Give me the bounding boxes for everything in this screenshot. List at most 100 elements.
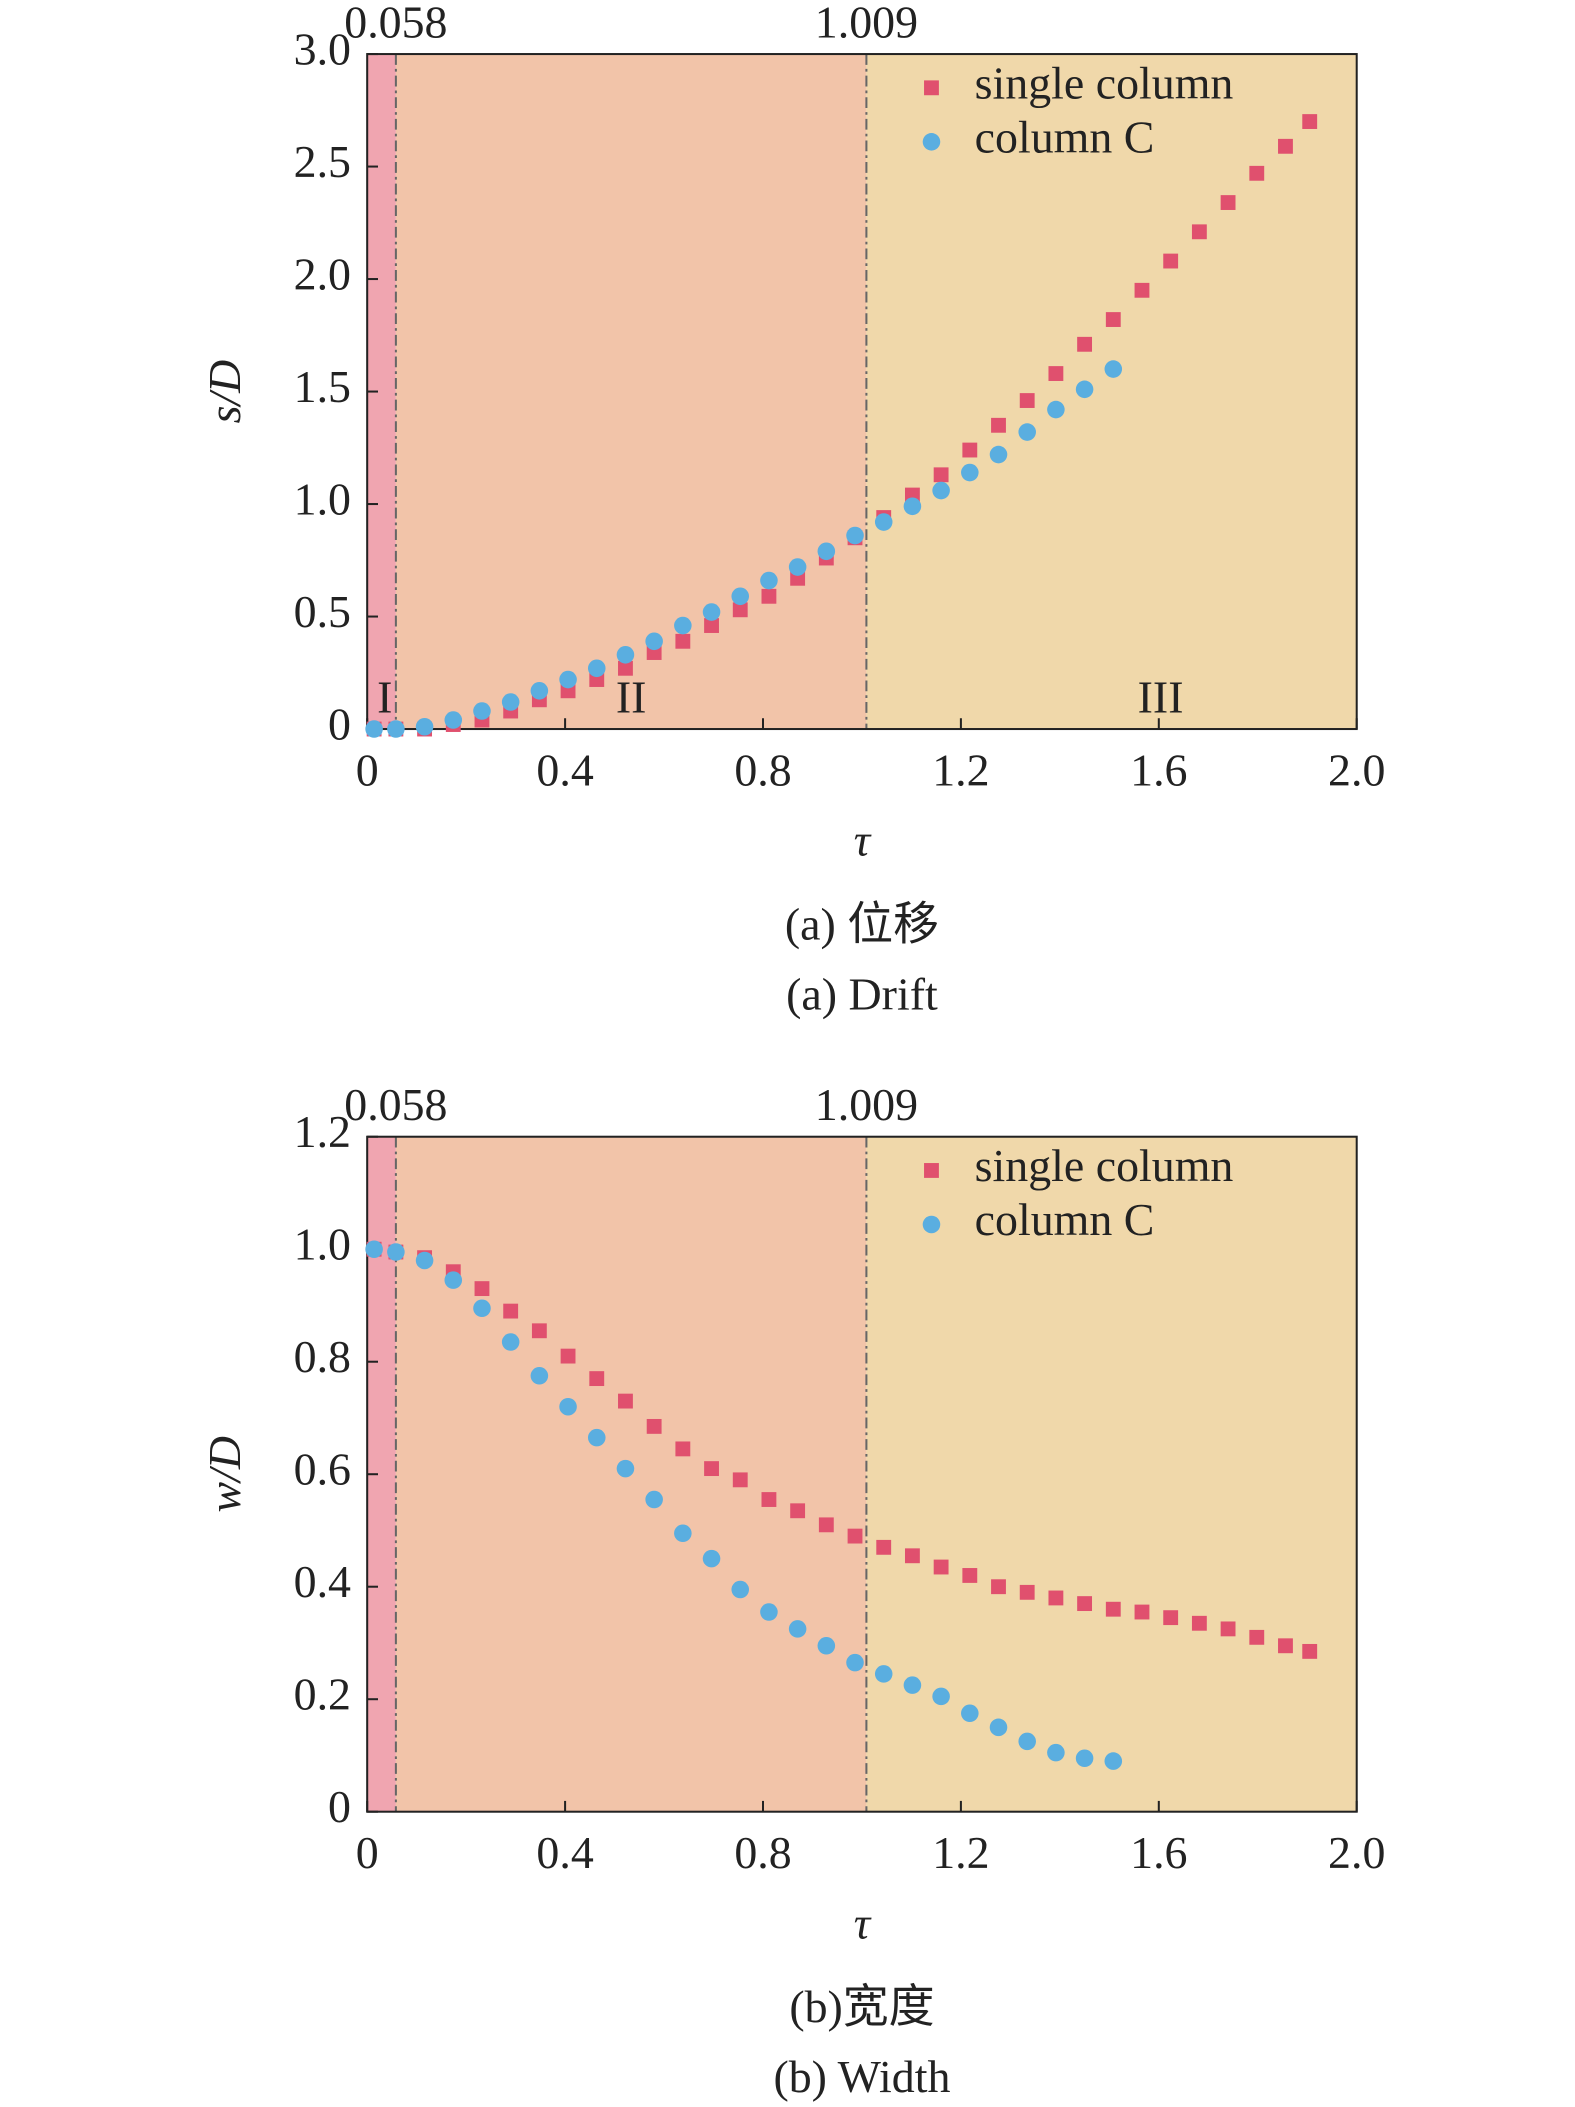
point: [1163, 1610, 1179, 1626]
point: [503, 1303, 519, 1319]
x-tick-label: 0: [356, 744, 379, 795]
point: [1220, 195, 1236, 210]
x-axis-label: τ: [854, 815, 872, 866]
y-tick-label: 0.4: [294, 1556, 351, 1607]
point: [761, 1492, 777, 1507]
point: [1302, 1643, 1318, 1659]
point: [559, 670, 577, 689]
point: [1048, 1590, 1064, 1606]
point: [874, 513, 893, 531]
point: [790, 1503, 806, 1519]
point: [732, 602, 748, 618]
point: [560, 1348, 576, 1364]
point: [1278, 138, 1293, 154]
point: [1163, 253, 1179, 269]
y-tick-label: 0: [328, 1781, 351, 1832]
x-tick-label: 0.8: [734, 1827, 791, 1878]
point: [1104, 360, 1123, 378]
point: [1191, 1615, 1207, 1631]
y-tick-label: 0.2: [294, 1669, 351, 1720]
point: [674, 1524, 692, 1543]
y-tick-label: 0: [328, 699, 351, 750]
caption: (b)宽度: [789, 1981, 934, 2032]
point: [587, 659, 606, 678]
point: [1047, 1743, 1065, 1762]
annotation: 0.058: [344, 0, 447, 48]
region: [866, 54, 1357, 730]
legend-label: single column: [975, 1140, 1234, 1191]
annotation: 1.009: [815, 1079, 918, 1130]
x-tick-label: 2.0: [1328, 744, 1385, 795]
point: [387, 1243, 405, 1261]
point: [365, 1240, 383, 1258]
y-axis-label: s/D: [199, 360, 250, 424]
point: [645, 1490, 663, 1509]
point: [387, 720, 405, 738]
point: [874, 1665, 893, 1683]
point: [616, 1459, 635, 1478]
point: [675, 1441, 691, 1457]
point: [1134, 282, 1150, 298]
x-tick-label: 0: [356, 1827, 379, 1878]
x-tick-label: 0.4: [536, 744, 593, 795]
caption: (a) 位移: [785, 898, 939, 949]
point: [1018, 1732, 1036, 1751]
point: [1220, 1621, 1236, 1637]
point: [731, 587, 750, 606]
point: [932, 481, 950, 500]
point: [704, 1461, 719, 1477]
point: [704, 618, 719, 633]
point: [991, 417, 1006, 433]
y-tick-label: 1.0: [294, 474, 351, 525]
point: [817, 1636, 836, 1655]
y-tick-label: 1.2: [294, 1106, 351, 1157]
point: [646, 1418, 662, 1434]
point: [788, 1620, 807, 1638]
point: [989, 1718, 1008, 1737]
annotation: 0.058: [344, 1079, 447, 1130]
x-tick-label: 1.6: [1130, 1827, 1187, 1878]
point: [618, 1393, 633, 1409]
point: [961, 1704, 979, 1723]
point: [1019, 393, 1035, 408]
point: [1019, 1584, 1035, 1600]
point: [962, 1568, 978, 1583]
point: [1278, 1638, 1293, 1654]
legend-label: column C: [975, 1194, 1155, 1245]
point: [1047, 400, 1065, 419]
y-tick-label: 0.8: [294, 1331, 351, 1382]
point: [1249, 165, 1265, 181]
x-tick-label: 1.6: [1130, 744, 1187, 795]
point: [444, 711, 463, 729]
point: [876, 1539, 892, 1555]
point: [415, 718, 434, 736]
point: [962, 442, 978, 458]
point: [702, 1549, 721, 1568]
point: [1077, 1596, 1093, 1612]
legend-label: single column: [975, 57, 1234, 108]
legend-label: column C: [975, 111, 1155, 162]
annotation: 1.009: [815, 0, 918, 48]
point: [1105, 1601, 1121, 1617]
point: [559, 1397, 577, 1416]
point: [501, 693, 520, 711]
point: [1075, 380, 1094, 399]
point: [530, 682, 549, 700]
y-tick-label: 0.6: [294, 1444, 351, 1495]
point: [846, 526, 864, 545]
point: [365, 720, 383, 738]
x-tick-label: 0.4: [536, 1827, 593, 1878]
chart: 0.058 1.009 0 0.4 0.8 1.2 1.6 2.0 0 0.2 0.4 0.6 0.8 1…: [199, 1079, 1385, 2102]
point: [1048, 366, 1064, 381]
y-tick-label: 1.5: [294, 361, 351, 412]
point: [904, 1548, 920, 1564]
point: [1134, 1604, 1150, 1620]
point: [732, 1472, 748, 1488]
point: [761, 588, 777, 604]
point: [674, 616, 692, 635]
y-axis-label: w/D: [199, 1436, 250, 1512]
x-axis-label: τ: [854, 1897, 872, 1948]
point: [415, 1251, 434, 1270]
x-tick-label: 1.2: [932, 1827, 989, 1878]
